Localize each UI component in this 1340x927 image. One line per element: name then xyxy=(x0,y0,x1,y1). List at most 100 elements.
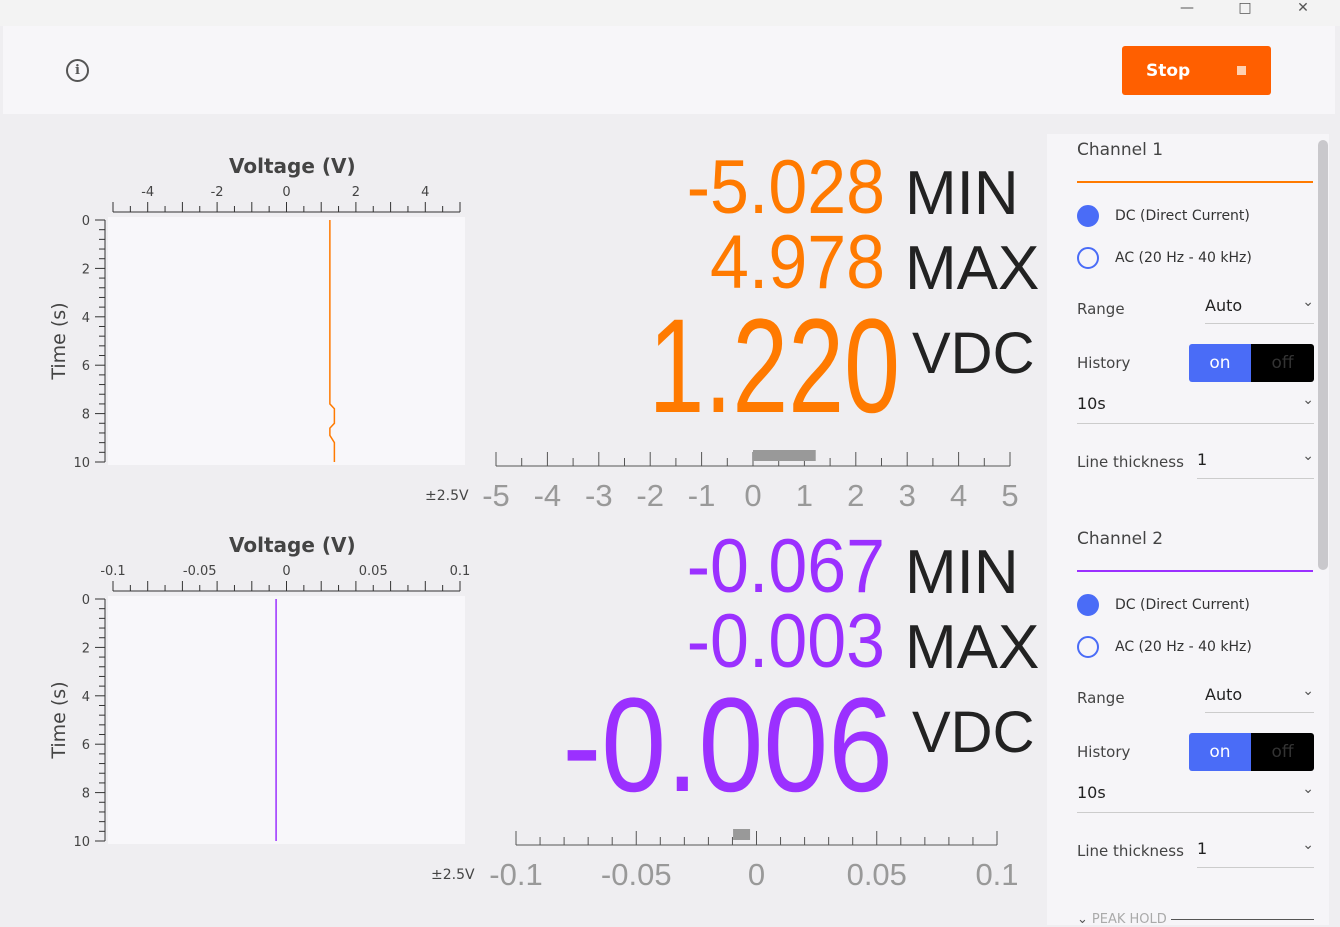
scale-label: 2 xyxy=(847,478,865,513)
unit-label: VDC xyxy=(912,700,1035,765)
thickness-value: 1 xyxy=(1197,450,1208,469)
y-tick-label: 4 xyxy=(82,311,90,326)
y-tick-label: 8 xyxy=(82,787,90,802)
history-duration-select[interactable]: 10s ⌄ xyxy=(1077,392,1314,424)
min-label: MIN xyxy=(905,159,1019,228)
scale-label: -0.1 xyxy=(489,857,543,892)
ac-label: AC (20 Hz - 40 kHz) xyxy=(1115,639,1252,655)
peak-hold-section[interactable]: ⌄ PEAK HOLD xyxy=(1077,912,1314,927)
value-scale xyxy=(495,450,1011,467)
y-tick-label: 8 xyxy=(82,408,90,423)
range-label: ±2.5V xyxy=(425,488,469,504)
range-value: Auto xyxy=(1205,685,1243,704)
x-tick-label: 4 xyxy=(421,185,429,200)
max-label: MAX xyxy=(905,234,1040,303)
range-value: Auto xyxy=(1205,296,1243,315)
channel-color-rule xyxy=(1077,181,1313,183)
range-label: Range xyxy=(1077,689,1125,707)
dc-label: DC (Direct Current) xyxy=(1115,208,1250,224)
dc-label: DC (Direct Current) xyxy=(1115,597,1250,613)
chevron-down-icon: ⌄ xyxy=(1302,837,1314,853)
x-tick-label: -0.05 xyxy=(183,564,217,579)
x-tick-label: -4 xyxy=(141,185,154,200)
scale-label: 0.1 xyxy=(975,857,1019,892)
chevron-down-icon: ⌄ xyxy=(1077,912,1088,927)
line-thickness-label: Line thickness xyxy=(1077,842,1184,860)
scale-label: -5 xyxy=(482,478,510,513)
history-value: 10s xyxy=(1077,783,1106,802)
x-tick-label: 0 xyxy=(282,564,290,579)
unit-label: VDC xyxy=(912,321,1035,386)
channel-title: Channel 1 xyxy=(1077,140,1164,160)
y-tick-label: 4 xyxy=(82,690,90,705)
x-tick-label: -0.1 xyxy=(100,564,125,579)
plot-title: Voltage (V) xyxy=(229,154,356,178)
history-toggle[interactable]: on off xyxy=(1189,344,1314,382)
y-tick-label: 10 xyxy=(73,835,90,850)
x-tick-label: 0.1 xyxy=(450,564,471,579)
range-label: ±2.5V xyxy=(431,867,475,883)
line-thickness-label: Line thickness xyxy=(1077,453,1184,471)
value-indicator xyxy=(753,450,816,461)
scrollbar[interactable] xyxy=(1318,140,1328,570)
plot-title: Voltage (V) xyxy=(229,533,356,557)
ac-radio[interactable] xyxy=(1077,247,1099,269)
time-voltage-plot: -4 -2 0 2 4 0 2 4 6 8 10 xyxy=(73,185,461,471)
channel-color-rule xyxy=(1077,570,1313,572)
title-bar: — □ ✕ xyxy=(0,0,1340,26)
minimize-icon[interactable]: — xyxy=(1180,0,1194,16)
info-icon[interactable]: i xyxy=(66,59,89,82)
scale-label: 4 xyxy=(949,478,968,513)
history-value: 10s xyxy=(1077,394,1106,413)
scale-label: 1 xyxy=(795,478,814,513)
scale-label: -3 xyxy=(585,478,613,513)
max-label: MAX xyxy=(905,613,1040,682)
y-tick-label: 0 xyxy=(82,593,90,608)
toolbar xyxy=(3,26,1335,114)
y-tick-label: 2 xyxy=(82,262,90,277)
scale-label: 5 xyxy=(1001,478,1019,513)
range-select[interactable]: Auto ⌄ xyxy=(1205,683,1314,713)
line-thickness-select[interactable]: 1 ⌄ xyxy=(1197,448,1314,479)
chevron-down-icon: ⌄ xyxy=(1302,448,1314,464)
settings-panel: Channel 1 DC (Direct Current) AC (20 Hz - … xyxy=(1047,134,1329,927)
min-readout: -0.067 xyxy=(686,524,885,609)
dc-radio[interactable] xyxy=(1077,205,1099,227)
history-label: History xyxy=(1077,354,1131,372)
stop-label: Stop xyxy=(1146,60,1191,81)
toggle-off[interactable]: off xyxy=(1251,344,1314,382)
ac-radio[interactable] xyxy=(1077,636,1099,658)
close-icon[interactable]: ✕ xyxy=(1297,0,1309,16)
toggle-on[interactable]: on xyxy=(1189,344,1251,382)
thickness-value: 1 xyxy=(1197,839,1208,858)
divider xyxy=(1170,919,1314,920)
history-duration-select[interactable]: 10s ⌄ xyxy=(1077,781,1314,813)
x-tick-label: -2 xyxy=(211,185,224,200)
ac-label: AC (20 Hz - 40 kHz) xyxy=(1115,250,1252,266)
dc-radio[interactable] xyxy=(1077,594,1099,616)
scale-label: -4 xyxy=(533,478,562,513)
min-readout: -5.028 xyxy=(686,145,885,230)
scale-label: 0.05 xyxy=(846,857,907,892)
peak-hold-label: PEAK HOLD xyxy=(1091,912,1167,927)
maximize-icon[interactable]: □ xyxy=(1238,0,1252,16)
y-tick-label: 0 xyxy=(82,214,90,229)
value-readout: 1.220 xyxy=(648,292,900,441)
value-indicator xyxy=(733,829,751,840)
line-thickness-select[interactable]: 1 ⌄ xyxy=(1197,837,1314,868)
scale-label: 0 xyxy=(744,478,762,513)
history-toggle[interactable]: on off xyxy=(1189,733,1314,771)
value-readout: -0.006 xyxy=(562,671,893,820)
toggle-off[interactable]: off xyxy=(1251,733,1314,771)
y-tick-label: 6 xyxy=(82,738,90,753)
min-label: MIN xyxy=(905,538,1019,607)
scale-label: -1 xyxy=(687,478,716,513)
stop-button[interactable]: Stop xyxy=(1122,46,1271,95)
max-readout: 4.978 xyxy=(710,220,885,305)
x-tick-label: 2 xyxy=(352,185,360,200)
x-tick-label: 0 xyxy=(282,185,290,200)
range-select[interactable]: Auto ⌄ xyxy=(1205,294,1314,324)
chevron-down-icon: ⌄ xyxy=(1302,294,1314,310)
toggle-on[interactable]: on xyxy=(1189,733,1251,771)
time-voltage-plot: -0.1 -0.05 0 0.05 0.1 0 2 4 6 8 10 xyxy=(73,564,471,850)
